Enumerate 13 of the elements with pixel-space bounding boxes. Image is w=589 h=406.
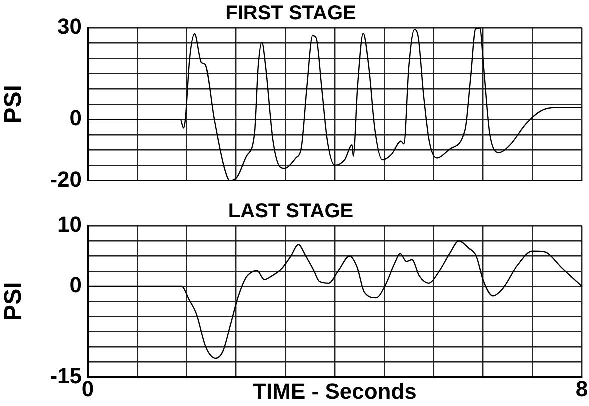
y-tick-label: 10 [58, 212, 82, 238]
x-tick-label: 8 [576, 376, 588, 402]
y-axis-title: PSI [0, 282, 28, 321]
chart-title: LAST STAGE [228, 200, 354, 223]
y-axis-title: PSI [0, 85, 28, 124]
y-tick-label: 0 [70, 106, 82, 131]
chart-title: FIRST STAGE [226, 2, 356, 25]
x-axis-title: TIME - Seconds [253, 378, 417, 404]
line-series [88, 28, 582, 181]
y-tick-label: 30 [58, 14, 82, 40]
y-tick-label: -15 [50, 363, 82, 388]
y-tick-label: 0 [70, 272, 82, 298]
y-tick-label: -20 [50, 166, 82, 192]
